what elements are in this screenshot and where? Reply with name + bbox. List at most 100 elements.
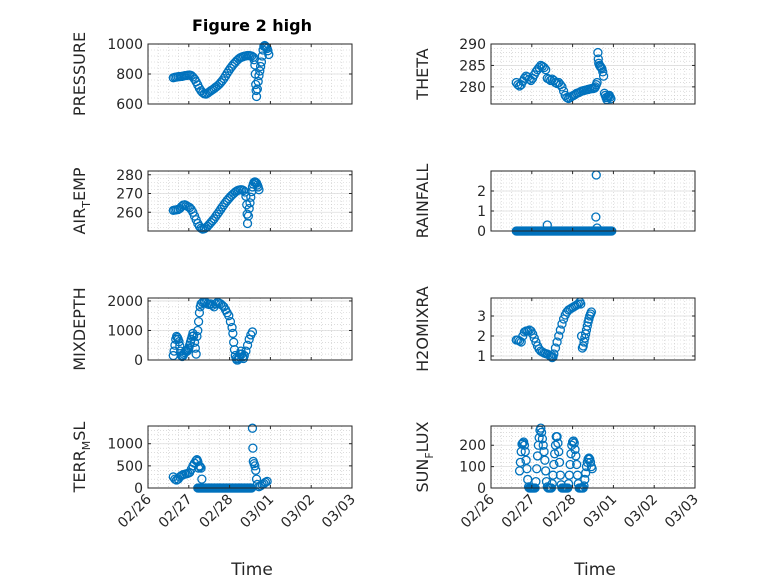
y-tick-label: 200 xyxy=(459,438,486,454)
data-point xyxy=(192,331,202,342)
data-point xyxy=(522,464,532,474)
data-point xyxy=(593,47,603,58)
data-point xyxy=(193,316,204,327)
y-tick-label: 1000 xyxy=(107,437,143,453)
y-tick-label: 1000 xyxy=(107,37,143,53)
subplot-rainfall: 0 1 2 RAINFALL xyxy=(413,164,696,240)
data-point xyxy=(260,41,271,51)
y-tick-label: 1000 xyxy=(107,323,143,339)
marker-series xyxy=(168,177,264,234)
y-axis-label: AIRTEMP xyxy=(70,167,93,234)
data-point xyxy=(519,440,530,450)
data-point xyxy=(255,61,266,72)
data-point xyxy=(212,209,223,219)
data-point xyxy=(193,325,203,336)
y-tick-label: 280 xyxy=(459,80,486,96)
data-point xyxy=(598,71,609,81)
data-point xyxy=(175,341,185,351)
y-axis-label: TERRMSL xyxy=(70,422,93,494)
subplot-h2omixra: 1 2 3 H2OMIXRA xyxy=(413,286,696,372)
data-point xyxy=(586,307,597,317)
subplot-mixdepth: 0 1000 2000 MIXDEPTH xyxy=(70,287,353,371)
data-point xyxy=(579,481,589,491)
y-tick-label: 0 xyxy=(134,481,143,497)
data-point xyxy=(242,340,253,350)
data-point xyxy=(555,470,566,480)
y-tick-label: 1 xyxy=(477,204,486,220)
data-point xyxy=(197,474,207,484)
data-point xyxy=(537,434,548,444)
subplot-pressure: 600 800 1000 PRESSURE xyxy=(70,32,353,116)
data-point xyxy=(538,440,548,450)
y-tick-label: 100 xyxy=(459,460,486,476)
data-point xyxy=(228,328,238,339)
data-point xyxy=(251,85,261,96)
data-point xyxy=(227,322,237,333)
y-tick-label: 285 xyxy=(459,58,486,74)
data-point xyxy=(214,207,224,217)
y-axis-label: RAINFALL xyxy=(413,164,432,239)
data-point xyxy=(240,187,250,197)
data-point xyxy=(573,299,583,309)
data-point xyxy=(532,451,543,461)
data-point xyxy=(549,459,559,470)
y-axis-label: SUNFLUX xyxy=(413,421,436,492)
data-point xyxy=(246,192,256,202)
y-axis-label: H2OMIXRA xyxy=(413,286,432,372)
y-tick-label: 0 xyxy=(477,481,486,497)
data-point xyxy=(580,474,590,485)
axes-box xyxy=(490,43,696,105)
data-point xyxy=(536,423,546,433)
data-point xyxy=(598,67,608,77)
data-point xyxy=(194,308,205,318)
data-point xyxy=(554,447,564,457)
data-point xyxy=(572,300,582,310)
data-point xyxy=(523,326,533,336)
axes-box xyxy=(147,170,353,232)
data-point xyxy=(572,459,582,470)
data-point xyxy=(557,82,567,92)
data-point xyxy=(188,72,198,82)
data-point xyxy=(215,204,226,215)
y-tick-label: 280 xyxy=(116,168,143,184)
data-point xyxy=(251,79,261,90)
data-point xyxy=(531,476,541,487)
subplot-air_temp: 260 270 280 AIRTEMP xyxy=(70,167,353,235)
data-point xyxy=(539,62,549,73)
data-point xyxy=(248,443,258,453)
data-point xyxy=(595,61,605,71)
data-point xyxy=(196,463,206,473)
data-point xyxy=(189,337,200,347)
data-point xyxy=(536,427,547,438)
data-point xyxy=(514,336,525,346)
data-point xyxy=(550,343,561,353)
data-point xyxy=(244,334,254,344)
y-tick-label: 2000 xyxy=(107,294,143,310)
data-point xyxy=(263,46,273,56)
data-point xyxy=(174,337,184,347)
y-tick-label: 290 xyxy=(459,37,486,53)
data-point xyxy=(194,461,205,471)
data-point xyxy=(217,76,227,86)
data-point xyxy=(244,203,254,214)
data-point xyxy=(516,337,526,347)
data-point xyxy=(254,70,264,81)
data-point xyxy=(245,198,255,208)
y-axis-label: THETA xyxy=(413,48,432,100)
data-point xyxy=(184,202,195,213)
y-tick-label: 270 xyxy=(116,187,143,203)
y-tick-label: 0 xyxy=(477,224,486,240)
data-point xyxy=(195,462,205,472)
data-point xyxy=(549,349,559,359)
data-point xyxy=(169,346,179,356)
y-tick-label: 600 xyxy=(116,97,143,113)
y-tick-label: 2 xyxy=(477,329,486,345)
data-point xyxy=(254,185,264,195)
data-point xyxy=(255,66,265,76)
data-point xyxy=(225,192,236,202)
y-tick-label: 500 xyxy=(116,459,143,475)
figure-title: Figure 2 high xyxy=(192,16,312,35)
axes-box xyxy=(147,297,353,361)
data-point xyxy=(570,444,580,455)
